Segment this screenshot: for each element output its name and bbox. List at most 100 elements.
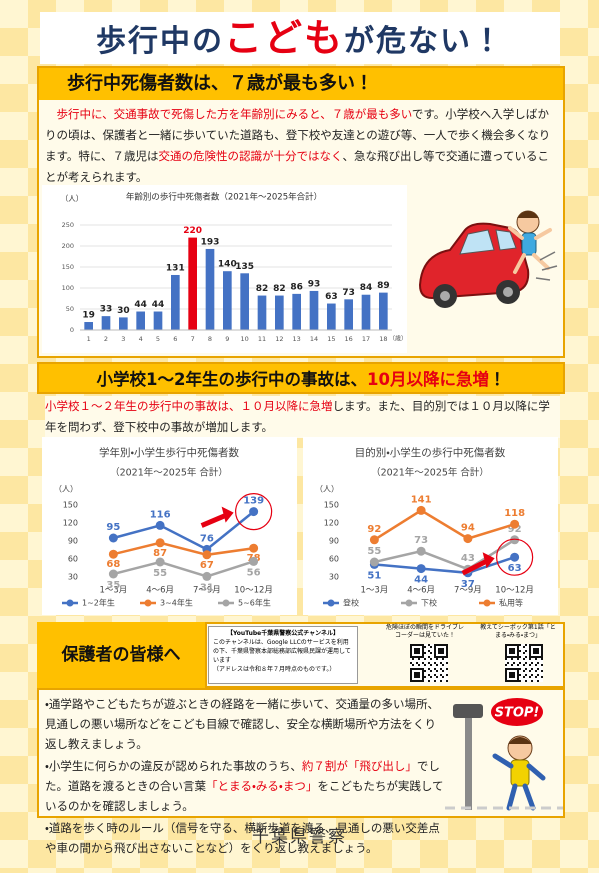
y-unit: （人） xyxy=(61,194,84,203)
qr-cell xyxy=(509,656,511,658)
data-label: 84 xyxy=(360,283,373,293)
text-run: 約７割が「飛び出し」 xyxy=(301,759,417,773)
qr-cell xyxy=(535,650,537,652)
qr-cell xyxy=(442,658,444,660)
qr-cell xyxy=(424,664,426,666)
data-label: 67 xyxy=(200,560,214,571)
x-tick-label: 18 xyxy=(379,335,387,343)
qr-cell xyxy=(517,676,519,678)
qr-cell xyxy=(414,676,416,678)
qr-cell xyxy=(446,668,448,670)
data-label: 140 xyxy=(218,260,237,270)
qr-cell xyxy=(438,648,440,650)
qr-cell xyxy=(418,676,420,678)
qr-cell xyxy=(529,652,531,654)
qr-cell xyxy=(507,662,509,664)
x-tick-label: 7～9月 xyxy=(454,586,482,596)
bullet: ・道路を歩く時のルール（信号を守る、横断歩道を渡る、見通しの悪い交差点や車の間か… xyxy=(45,818,445,858)
qr-cell xyxy=(428,656,430,658)
section-heading: 小学校1～2年生の歩行中の事故は、10月以降に急増！ xyxy=(37,362,565,394)
qr-cell xyxy=(442,648,444,650)
qr-cell xyxy=(446,654,448,656)
qr-code[interactable] xyxy=(505,644,543,682)
qr-cell xyxy=(434,668,436,670)
qr-cell xyxy=(523,658,525,660)
qr-code[interactable] xyxy=(410,644,448,682)
qr-cell xyxy=(422,650,424,652)
qr-cell xyxy=(422,676,424,678)
legend-label: 私用等 xyxy=(499,598,523,608)
qr-cell xyxy=(424,676,426,678)
qr-cell xyxy=(509,674,511,676)
youtube-note: 【YouTube千葉県警察公式チャンネル】 このチャンネルは、Google LL… xyxy=(208,626,358,684)
data-label: 76 xyxy=(200,533,214,544)
qr-cell xyxy=(416,650,418,652)
bullet: ・小学生に何らかの違反が認められた事故のうち、約７割が「飛び出し」でした。道路を… xyxy=(45,756,445,816)
data-label: 118 xyxy=(504,508,525,519)
qr-cell xyxy=(442,656,444,658)
legend-marker xyxy=(144,599,152,607)
qr-cell xyxy=(509,650,511,652)
qr-cell xyxy=(533,644,535,646)
series-line xyxy=(113,560,255,578)
qr-cell xyxy=(513,672,515,674)
qr-cell xyxy=(424,670,426,672)
qr-cell xyxy=(434,680,436,682)
text-run: 10月以降に急増 xyxy=(367,370,489,389)
qr-cell xyxy=(511,674,513,676)
y-tick-label: 250 xyxy=(62,221,74,229)
qr-cell xyxy=(438,656,440,658)
qr-cell xyxy=(541,648,543,650)
bar xyxy=(309,290,319,330)
qr-cell xyxy=(537,662,539,664)
qr-cell xyxy=(418,680,420,682)
data-label: 55 xyxy=(153,568,167,579)
legend-label: 登校 xyxy=(343,598,359,608)
qr-cell xyxy=(507,680,509,682)
text-run: 小学校1～2年生の歩行中の事故は、 xyxy=(96,370,367,389)
qr-cell xyxy=(519,656,521,658)
data-label: 33 xyxy=(100,305,113,315)
qr-cell xyxy=(436,664,438,666)
data-label: 89 xyxy=(377,281,390,291)
qr-cell xyxy=(511,652,513,654)
qr-cell xyxy=(517,678,519,680)
series-line xyxy=(374,556,516,575)
data-label: 68 xyxy=(106,559,120,570)
qr-cell xyxy=(513,674,515,676)
qr-cell xyxy=(436,658,438,660)
data-label: 92 xyxy=(508,524,522,535)
qr-cell xyxy=(539,644,541,646)
qr-cell xyxy=(515,656,517,658)
section-heading: 保護者の皆様へ xyxy=(37,622,205,688)
data-label: 55 xyxy=(367,546,381,557)
qr-cell xyxy=(434,654,436,656)
qr-cell xyxy=(537,680,539,682)
text-run: です。小学校へ入学しばかりの頃は、保護者と一緒に歩いていた道路も、登下校や友達と… xyxy=(45,107,551,163)
chart-title: 年齢別の歩行中死傷者数（2021年～2025年合計） xyxy=(126,192,322,203)
bar xyxy=(171,274,180,330)
qr-cell xyxy=(513,644,515,646)
bar xyxy=(153,311,163,330)
data-label: 135 xyxy=(235,262,254,272)
qr-cell xyxy=(422,648,424,650)
arrow xyxy=(461,557,490,576)
qr-cell xyxy=(422,668,424,670)
qr-cell xyxy=(519,644,521,646)
qr-cell xyxy=(440,652,442,654)
data-label: 63 xyxy=(508,563,522,574)
qr-cell xyxy=(537,652,539,654)
qr-cell xyxy=(513,648,515,650)
point xyxy=(202,550,212,560)
qr-cell xyxy=(515,644,517,646)
qr-cell xyxy=(533,648,535,650)
qr-cell xyxy=(440,662,442,664)
point xyxy=(108,533,118,543)
qr-cell xyxy=(511,644,513,646)
qr-cell xyxy=(517,650,519,652)
text-run: が危ない！ xyxy=(344,24,504,59)
qr-cell xyxy=(509,644,511,646)
y-tick-label: 30 xyxy=(68,573,78,582)
bar xyxy=(223,271,232,330)
qr-cell xyxy=(523,676,525,678)
